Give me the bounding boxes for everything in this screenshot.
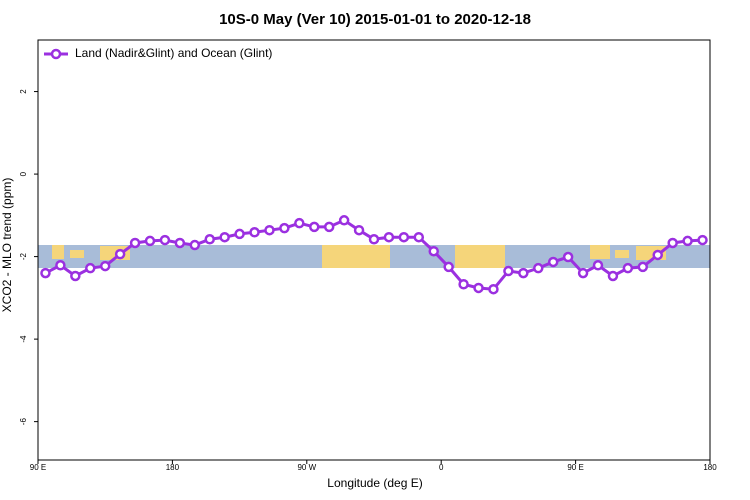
point (204, 234, 215, 245)
legend-label: Land (Nadir&Glint) and Ocean (Glint) (75, 46, 272, 60)
point (667, 237, 678, 249)
point (129, 237, 141, 249)
x-tick-label: 90 E (30, 463, 46, 472)
point (338, 215, 350, 226)
point (458, 278, 469, 290)
x-tick-label: 90 E (567, 463, 583, 472)
point (264, 224, 275, 236)
point (309, 221, 320, 233)
y-tick-label: -2 (19, 252, 28, 260)
y-tick-label: 0 (19, 171, 28, 176)
y-tick-label: 2 (19, 89, 28, 94)
point (697, 234, 708, 246)
point (652, 249, 663, 261)
point (55, 260, 66, 271)
y-tick-label: -4 (19, 335, 28, 343)
point (249, 227, 260, 238)
point (503, 265, 514, 277)
point (353, 224, 365, 236)
point (592, 260, 604, 271)
point (607, 270, 619, 282)
point (682, 235, 693, 247)
x-tick-label: 0 (439, 463, 444, 472)
map-strip (38, 245, 710, 268)
plot-frame (37, 39, 711, 461)
point (488, 283, 499, 295)
point (294, 217, 305, 229)
point (219, 231, 230, 243)
point (174, 237, 186, 249)
point (547, 256, 559, 268)
point (234, 228, 245, 240)
point (383, 231, 395, 243)
point (114, 248, 126, 260)
point (144, 235, 156, 247)
point (85, 262, 96, 274)
x-tick-label: 180 (703, 463, 717, 472)
point (473, 282, 484, 294)
y-axis-label: XCO2 - MLO trend (ppm) (0, 178, 14, 313)
x-axis-label: Longitude (deg E) (327, 476, 422, 490)
point (398, 231, 410, 243)
x-tick-label: 90 W (297, 463, 316, 472)
point (159, 234, 171, 246)
point (518, 267, 529, 279)
point (99, 260, 111, 272)
point (189, 239, 201, 251)
y-tick-label: -6 (19, 418, 28, 426)
x-tick-label: 180 (166, 463, 180, 472)
point (323, 221, 335, 233)
point (637, 261, 649, 273)
point (428, 245, 439, 257)
point (622, 262, 634, 274)
point (562, 251, 574, 263)
point (533, 262, 544, 274)
point (40, 267, 51, 279)
point (577, 267, 589, 279)
point (279, 222, 290, 234)
point (368, 234, 380, 245)
point (413, 231, 425, 243)
legend-marker (50, 48, 62, 60)
point (70, 270, 81, 282)
chart-title: 10S-0 May (Ver 10) 2015-01-01 to 2020-12… (219, 11, 531, 28)
point (443, 261, 454, 273)
